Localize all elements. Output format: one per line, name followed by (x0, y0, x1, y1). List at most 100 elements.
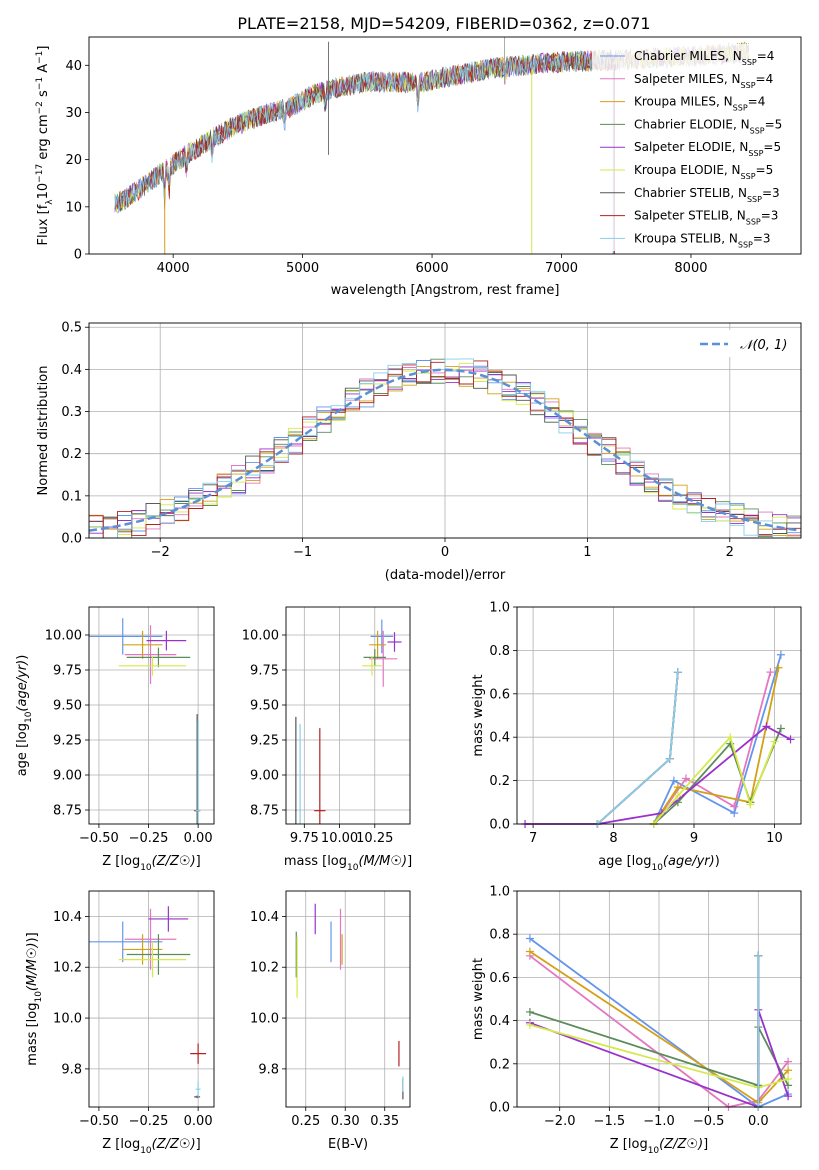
legend-entry-1: Salpeter MILES, NSSP=4 (634, 72, 773, 90)
age-vs-z-ytick-label: 9.75 (53, 664, 82, 679)
age-vs-z-point-8 (195, 721, 201, 824)
mass-vs-ebv-axes: 0.25 0.30 0.35 9.8 10.0 10.2 10.4 (250, 891, 410, 1129)
residuals-legend-bg (692, 330, 796, 357)
weight-vs-age-axes: 7 8 9 10 0.0 0.2 0.4 0.6 0.8 1.0 (489, 601, 801, 846)
weight-vs-age-ytick-label: 0.6 (489, 687, 510, 702)
spectrum-ylabel-f: −2 (35, 101, 45, 114)
mass-vs-z-frame (88, 890, 215, 1108)
mass-vs-z-ylabel-b: 10 (34, 991, 44, 1003)
age-vs-z-point-5 (118, 656, 187, 676)
spectrum-ylabel-b: λ (45, 199, 55, 205)
weight-vs-z-ytick-label: 0.6 (489, 971, 510, 986)
weight-vs-z-xlabel-d: ] (703, 1137, 708, 1152)
residuals-ylabel: Normed distribution (36, 366, 51, 496)
weight-vs-age-marker (673, 668, 682, 677)
spectrum-series-6 (114, 49, 614, 212)
mass-vs-ebv-frame (285, 890, 411, 1108)
residuals-ytick-label: 0.5 (61, 321, 82, 336)
spectrum-xtick-label: 7000 (545, 261, 578, 276)
age-vs-z-ylabel-d: ) (15, 655, 30, 660)
spectrum-ylabel-i: A (36, 64, 51, 77)
age-vs-z-xlabel: Z [log10(Z/Z☉)] (102, 854, 200, 873)
weight-vs-z-marker (525, 947, 534, 956)
residuals-xtick-label: 0 (441, 545, 449, 560)
gaussian-reference-curve (89, 368, 801, 532)
weight-vs-age-line-2 (653, 667, 780, 825)
weight-vs-age-marker (669, 776, 678, 785)
legend-entry-tail: =5 (765, 117, 783, 131)
legend-entry-tail: =5 (756, 163, 774, 177)
legend-entry-sub: SSP (741, 80, 756, 89)
age-vs-mass-point-8 (299, 723, 301, 824)
residuals-xtick-label: 2 (726, 545, 734, 560)
mass-vs-z-xlabel-a: Z [log (102, 1137, 140, 1152)
figure-title: PLATE=2158, MJD=54209, FIBERID=0362, z=0… (237, 14, 650, 33)
spectrum-ylabel-a: Flux [f (36, 204, 51, 245)
age-vs-z-xtick-label: −0.50 (79, 831, 119, 846)
weight-vs-age-marker (762, 722, 771, 731)
weight-vs-z-axes: −2.0 −1.5 −1.0 −0.5 0.0 0.0 0.2 0.4 0.6 0.8 1.0 (489, 885, 801, 1129)
mass-vs-z-point-7 (190, 1043, 207, 1064)
age-vs-mass-ytick-label: 8.75 (250, 804, 279, 819)
age-vs-mass-point-7 (314, 728, 326, 824)
weight-vs-age-marker (730, 802, 739, 811)
weight-vs-z-ytick-label: 1.0 (489, 885, 510, 900)
age-vs-z-frame (88, 606, 215, 825)
mass-vs-z-ytick-label: 10.4 (53, 910, 82, 925)
mass-vs-z-ylabel-d: )] (25, 932, 40, 942)
age-vs-z-ytick-label: 8.75 (53, 804, 82, 819)
age-vs-z-xlabel-a: Z [log (102, 854, 140, 869)
spectrum-xtick-label: 8000 (674, 261, 707, 276)
legend-entry-6: Chabrier STELIB, NSSP=3 (634, 186, 780, 204)
legend-entry-7: Salpeter STELIB, NSSP=3 (634, 209, 778, 227)
legend-entry-name: Kroupa STELIB, N (634, 231, 738, 245)
mass-vs-z-ylabel-a: mass [log (25, 1003, 40, 1066)
legend-entry-5: Kroupa ELODIE, NSSP=5 (634, 163, 773, 181)
age-vs-z-point-3 (126, 647, 191, 668)
weight-vs-age-marker (673, 783, 682, 792)
weight-vs-z-marker (754, 951, 763, 960)
legend-entry-sub: SSP (742, 58, 757, 67)
mass-vs-z-xlabel-d: ] (196, 1137, 201, 1152)
weight-vs-age-marker (770, 737, 779, 746)
weight-vs-age-xtick-label: 9 (690, 831, 698, 846)
age-vs-mass-ytick-label: 10.00 (242, 629, 279, 644)
weight-vs-z-xlabel-c: (Z/Z☉) (659, 1137, 703, 1152)
age-vs-mass-point-0 (370, 619, 394, 654)
age-vs-z-ytick-label: 9.00 (53, 769, 82, 784)
legend-entry-sub: SSP (750, 126, 765, 135)
age-vs-mass-xtick-label: 9.75 (290, 831, 319, 846)
weight-vs-age-line-1 (653, 671, 772, 825)
mass-vs-z-point-3 (126, 934, 191, 975)
weight-vs-z-frame (516, 890, 802, 1108)
weight-vs-age-xtick-label: 7 (529, 831, 537, 846)
spectrum-ylabel-e: erg cm (36, 114, 51, 163)
legend-entry-sub: SSP (746, 217, 761, 226)
spectrum-legend-bg (592, 44, 797, 251)
weight-vs-z-marker (784, 1066, 793, 1075)
age-vs-z-ytick-label: 9.25 (53, 734, 82, 749)
weight-vs-age-marker (665, 754, 674, 763)
legend-entry-name: Kroupa ELODIE, N (634, 163, 741, 177)
weight-vs-age-marker (786, 735, 795, 744)
spectrum-ylabel-j: −1 (35, 51, 45, 64)
legend-entry-name: Chabrier MILES, N (634, 49, 742, 63)
weight-vs-age-series (521, 650, 795, 828)
age-vs-mass-ytick-label: 9.75 (250, 664, 279, 679)
age-vs-z-ylabel-c: (age/yr) (15, 660, 30, 712)
age-vs-z-points (89, 618, 201, 824)
age-vs-mass-point-3 (363, 649, 387, 666)
weight-vs-age-marker (726, 733, 735, 742)
age-vs-mass-points (295, 619, 402, 824)
weight-vs-age-marker (774, 663, 783, 672)
weight-vs-age-marker (766, 668, 775, 677)
mass-vs-z-point-4 (148, 906, 189, 932)
weight-vs-z-ytick-label: 0.8 (489, 928, 510, 943)
age-vs-mass-xlabel-b: 10 (347, 863, 359, 873)
spectrum-frame (88, 36, 802, 255)
weight-vs-z-ylabel: mass weight (471, 958, 486, 1040)
legend-entry-sub: SSP (733, 103, 748, 112)
weight-vs-z-xlabel-b: 10 (648, 1146, 660, 1156)
